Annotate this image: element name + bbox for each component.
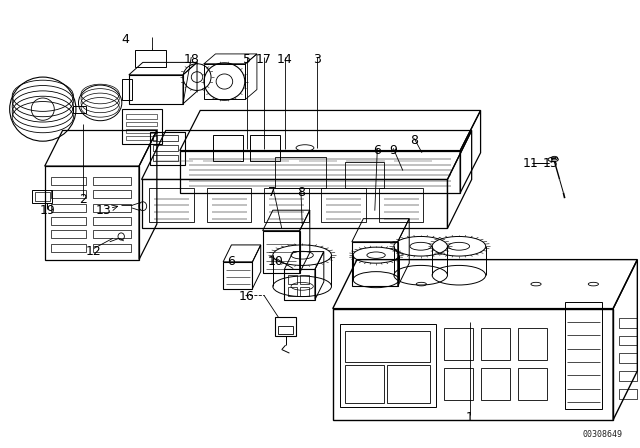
Bar — [481, 328, 510, 360]
Bar — [379, 188, 423, 222]
Bar — [51, 217, 86, 225]
Text: 17: 17 — [256, 53, 272, 66]
Bar — [51, 190, 86, 198]
Bar — [73, 106, 86, 113]
Text: 3: 3 — [313, 53, 321, 66]
Bar — [288, 287, 297, 296]
Bar — [153, 135, 179, 141]
Bar — [135, 50, 166, 67]
Bar — [619, 318, 637, 327]
Bar — [565, 302, 602, 409]
Bar — [51, 203, 86, 211]
Bar — [126, 121, 157, 126]
Bar — [444, 328, 473, 360]
Bar — [250, 135, 280, 161]
Text: 10: 10 — [268, 255, 284, 268]
Bar — [122, 79, 132, 100]
Bar — [619, 371, 637, 381]
Bar — [518, 368, 547, 400]
Bar — [346, 331, 430, 362]
Bar — [93, 190, 131, 198]
Bar — [288, 275, 297, 284]
Bar — [300, 287, 308, 296]
Text: 19: 19 — [40, 204, 55, 217]
Bar — [32, 190, 52, 202]
Text: 5: 5 — [243, 53, 251, 66]
Bar — [122, 109, 162, 144]
Bar — [444, 368, 473, 400]
Bar — [481, 368, 510, 400]
Text: 14: 14 — [277, 53, 293, 66]
Bar — [204, 64, 246, 99]
Bar — [51, 244, 86, 252]
Text: 9: 9 — [389, 144, 397, 157]
Bar — [346, 162, 384, 188]
Bar — [51, 230, 86, 238]
Bar — [126, 129, 157, 133]
Bar — [284, 269, 315, 300]
Bar — [387, 365, 430, 403]
Text: 2: 2 — [79, 193, 87, 206]
Text: 18: 18 — [183, 53, 199, 66]
Text: 6: 6 — [373, 144, 381, 157]
Bar — [275, 157, 326, 188]
Text: 6: 6 — [227, 255, 235, 268]
Bar — [207, 188, 251, 222]
Bar — [264, 188, 308, 222]
Text: 00308649: 00308649 — [582, 430, 623, 439]
Bar — [35, 192, 50, 201]
Text: 8: 8 — [297, 186, 305, 199]
Bar — [346, 365, 384, 403]
Bar — [126, 136, 157, 140]
Bar — [518, 328, 547, 360]
Text: 8: 8 — [410, 134, 419, 147]
Bar — [223, 262, 252, 289]
Bar — [300, 275, 308, 284]
Bar — [149, 188, 194, 222]
Bar — [153, 145, 179, 151]
Bar — [321, 188, 366, 222]
Text: 4: 4 — [122, 33, 129, 46]
Bar — [129, 75, 183, 104]
Bar — [340, 324, 436, 406]
Bar — [93, 217, 131, 225]
Bar — [153, 155, 179, 161]
Bar — [212, 135, 243, 161]
Bar — [262, 231, 300, 273]
Bar — [93, 203, 131, 211]
Bar — [126, 115, 157, 119]
Bar — [619, 389, 637, 399]
Text: 7: 7 — [268, 186, 276, 199]
Text: 11: 11 — [522, 157, 538, 170]
Bar — [51, 177, 86, 185]
Bar — [93, 230, 131, 238]
Bar — [352, 242, 397, 286]
Bar — [93, 177, 131, 185]
Bar — [150, 132, 185, 165]
Text: 12: 12 — [86, 245, 102, 258]
Text: 13: 13 — [95, 204, 111, 217]
Bar — [619, 336, 637, 345]
Bar — [275, 318, 296, 336]
Bar — [93, 244, 131, 252]
Text: 16: 16 — [239, 289, 255, 303]
Text: 1: 1 — [466, 411, 474, 424]
Bar — [278, 327, 293, 334]
Text: 15: 15 — [543, 157, 559, 170]
Bar — [619, 353, 637, 363]
